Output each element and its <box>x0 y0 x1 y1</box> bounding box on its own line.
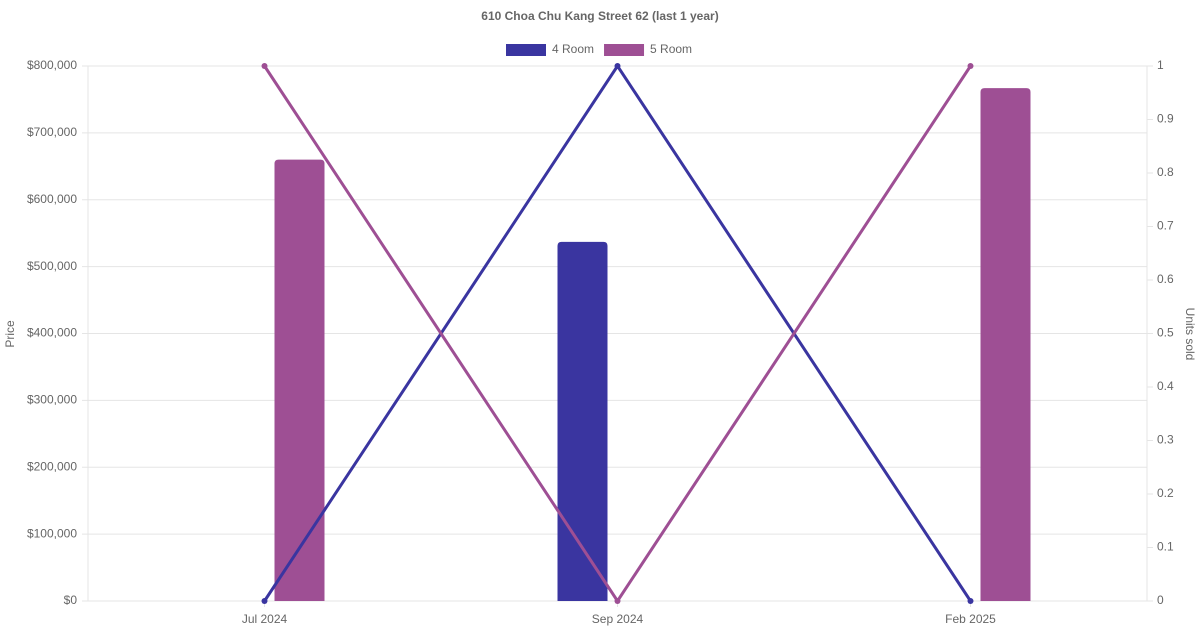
point <box>614 63 621 69</box>
x-tick-label: Feb 2025 <box>945 612 996 626</box>
y2-tick-label: 0.3 <box>1157 433 1174 447</box>
y-tick-label: $800,000 <box>27 58 77 72</box>
y2-tick-label: 0.4 <box>1157 379 1174 393</box>
y2-tick-label: 0.9 <box>1157 112 1174 126</box>
point <box>967 63 974 69</box>
chart-title: 610 Choa Chu Kang Street 62 (last 1 year… <box>481 9 718 23</box>
y2-tick-label: 0.6 <box>1157 272 1174 286</box>
y-tick-label: $500,000 <box>27 259 77 273</box>
legend-label[interactable]: 4 Room <box>552 42 594 56</box>
y2-tick-label: 0.1 <box>1157 540 1174 554</box>
legend-swatch[interactable] <box>604 44 645 56</box>
y2-tick-label: 1 <box>1157 58 1164 72</box>
point <box>967 598 974 604</box>
y-tick-label: $700,000 <box>27 125 77 139</box>
bar <box>274 159 325 601</box>
y2-tick-label: 0 <box>1157 593 1164 607</box>
x-tick-label: Jul 2024 <box>242 612 288 626</box>
y-tick-label: $200,000 <box>27 459 77 473</box>
point <box>261 598 268 604</box>
y-tick-label: $300,000 <box>27 393 77 407</box>
point <box>261 63 268 69</box>
bar <box>557 241 608 601</box>
y-tick-label: $600,000 <box>27 192 77 206</box>
x-tick-label: Sep 2024 <box>592 612 644 626</box>
y2-tick-label: 0.7 <box>1157 219 1174 233</box>
y-tick-label: $0 <box>64 593 78 607</box>
y-tick-label: $400,000 <box>27 326 77 340</box>
y2-tick-label: 0.5 <box>1157 326 1174 340</box>
y-axis-title: Price <box>3 320 17 348</box>
y2-axis-title: Units sold <box>1183 308 1197 361</box>
y2-tick-label: 0.8 <box>1157 165 1174 179</box>
legend-label[interactable]: 5 Room <box>650 42 692 56</box>
point <box>614 598 621 604</box>
bar <box>980 88 1031 602</box>
y-tick-label: $100,000 <box>27 526 77 540</box>
legend-swatch[interactable] <box>506 44 546 56</box>
y2-tick-label: 0.2 <box>1157 486 1174 500</box>
